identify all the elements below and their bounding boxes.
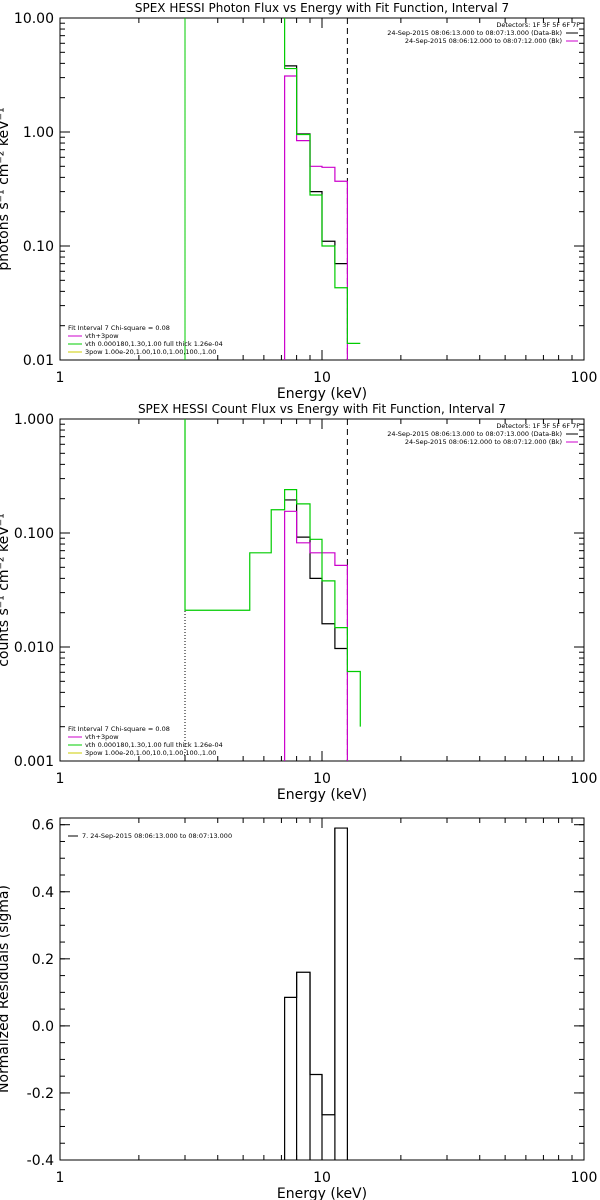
chart-title: SPEX HESSI Photon Flux vs Energy with Fi… [135, 1, 509, 15]
x-tick-label: 10 [313, 771, 331, 787]
x-axis-label: Energy (keV) [277, 1186, 367, 1200]
time-interval-label: 24-Sep-2015 08:06:13.000 to 08:07:13.000… [387, 430, 562, 438]
fit-label: Fit Interval 7 Chi-square = 0.08 [68, 725, 170, 733]
data-layer [184, 18, 361, 360]
legend-entry: 7. 24-Sep-2015 08:06:13.000 to 08:07:13.… [82, 832, 232, 840]
y-tick-label: -0.4 [27, 1153, 54, 1169]
time-interval-label: 24-Sep-2015 08:06:12.000 to 08:07:12.000… [405, 438, 562, 446]
series-3-histogram [184, 419, 361, 727]
y-tick-label: 0.6 [32, 818, 54, 834]
time-interval-label: 24-Sep-2015 08:06:13.000 to 08:07:13.000… [387, 29, 562, 37]
fit-label: Fit Interval 7 Chi-square = 0.08 [68, 324, 170, 332]
y-tick-label: 10.00 [14, 11, 54, 27]
x-axis-label: Energy (keV) [277, 386, 367, 402]
chart-2: 1 10 100 0.001 0.010 0.100 1.000 SPEX HESSI Cou… [0, 402, 597, 803]
time-interval-label: 24-Sep-2015 08:06:12.000 to 08:07:12.000… [405, 37, 562, 45]
x-tick-label: 10 [313, 1170, 331, 1186]
y-tick-label: 0.2 [32, 952, 54, 968]
y-axis-label: counts s⁻¹ cm⁻² keV⁻¹ [0, 513, 12, 667]
chart-title: SPEX HESSI Count Flux vs Energy with Fit… [138, 402, 506, 416]
legend-entry: 3pow 1.00e-20,1.00,10.0,1.00,100.,1.00 [85, 749, 216, 757]
chart-1: 1 10 100 0.01 0.10 1.00 10.00 SPEX HESSI Photon… [0, 1, 597, 402]
y-tick-label: 0.4 [32, 885, 54, 901]
y-tick-label: 0.10 [23, 239, 54, 255]
data-layer [284, 827, 348, 1160]
y-tick-label: 0.010 [14, 640, 54, 656]
x-tick-label: 1 [56, 370, 65, 386]
series-2-histogram [284, 510, 348, 761]
x-tick-label: 100 [571, 370, 598, 386]
y-tick-label: 0.0 [32, 1019, 54, 1035]
series-1-histogram [284, 827, 348, 1160]
series-3-histogram [284, 18, 361, 344]
series-1-histogram [284, 65, 348, 265]
legend-entry: vth+3pow [85, 332, 119, 340]
plot-frame [59, 17, 585, 361]
x-tick-label: 100 [571, 771, 598, 787]
legend-entry: vth 0.000180,1.30,1.00 full thick 1.26e-… [85, 741, 223, 749]
y-axis-label: Normalized Residuals (sigma) [0, 885, 12, 1093]
x-tick-label: 10 [313, 370, 331, 386]
y-tick-label: 1.00 [23, 125, 54, 141]
legend-entry: vth 0.000180,1.30,1.00 full thick 1.26e-… [85, 340, 223, 348]
y-tick-label: 0.001 [14, 754, 54, 770]
x-axis-label: Energy (keV) [277, 787, 367, 803]
series-1-histogram [284, 499, 348, 650]
chart-3: 1 10 100 -0.4 -0.2 0.0 0.2 0.4 0.6 Energy (keV) No… [0, 817, 598, 1200]
y-axis-label: photons s⁻¹ cm⁻² keV⁻¹ [0, 107, 12, 270]
data-layer [184, 419, 361, 761]
x-tick-label: 100 [571, 1170, 598, 1186]
y-tick-label: -0.2 [27, 1086, 54, 1102]
detectors-label: Detectors: 1F 3F 5F 6F 7F [496, 21, 580, 29]
detectors-label: Detectors: 1F 3F 5F 6F 7F [496, 422, 580, 430]
series-2-histogram [284, 75, 348, 360]
legend-entry: vth+3pow [85, 733, 119, 741]
legend-entry: 3pow 1.00e-20,1.00,10.0,1.00,100.,1.00 [85, 348, 216, 356]
y-tick-label: 0.100 [14, 526, 54, 542]
y-tick-label: 0.01 [23, 353, 54, 369]
x-tick-label: 1 [56, 1170, 65, 1186]
y-tick-label: 1.000 [14, 412, 54, 428]
x-tick-label: 1 [56, 771, 65, 787]
